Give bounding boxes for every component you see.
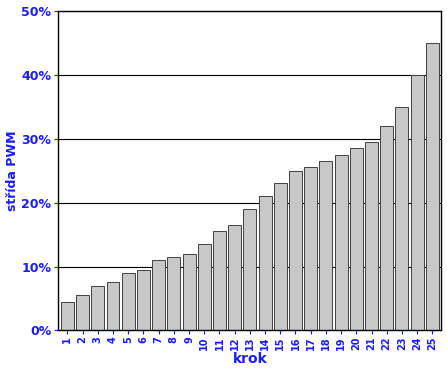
Bar [106, 282, 119, 330]
Bar [411, 74, 424, 330]
Bar [274, 183, 287, 330]
Bar [182, 254, 195, 330]
Bar [137, 270, 150, 330]
Bar [76, 295, 89, 330]
Bar [350, 148, 363, 330]
Bar [426, 42, 439, 330]
Bar [152, 260, 165, 330]
Bar [396, 106, 409, 330]
Y-axis label: střída PWM: střída PWM [5, 130, 19, 211]
Bar [198, 244, 211, 330]
Bar [289, 170, 302, 330]
Bar [244, 209, 256, 330]
Bar [380, 126, 393, 330]
Bar [259, 196, 271, 330]
Bar [304, 167, 317, 330]
Bar [335, 154, 348, 330]
Bar [91, 286, 104, 330]
Bar [320, 161, 333, 330]
Bar [61, 302, 74, 330]
X-axis label: krok: krok [232, 352, 267, 366]
Bar [122, 273, 135, 330]
Bar [167, 257, 180, 330]
Bar [228, 225, 241, 330]
Bar [365, 142, 378, 330]
Bar [213, 231, 226, 330]
